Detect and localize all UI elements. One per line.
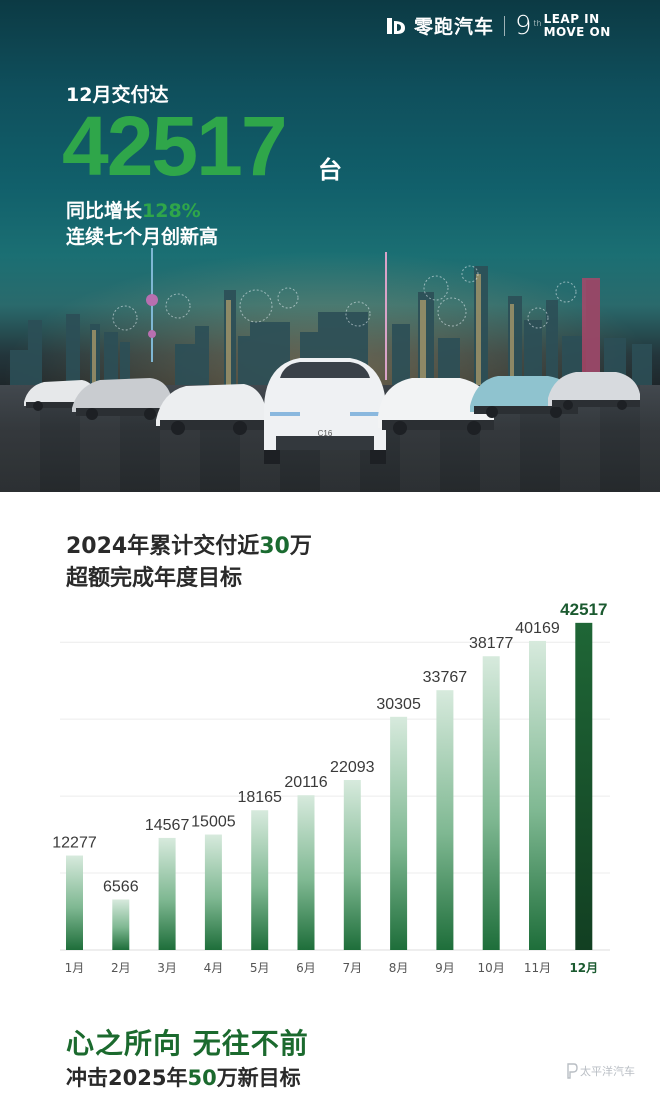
brand-name: 零跑汽车 bbox=[414, 16, 495, 38]
slogan: 心之所向 无往不前 bbox=[66, 1027, 309, 1060]
category-label-2月: 2月 bbox=[111, 961, 131, 975]
logo-divider bbox=[504, 15, 506, 36]
pcauto-logo-icon bbox=[567, 1063, 578, 1079]
value-label-5月: 18165 bbox=[237, 789, 282, 806]
value-label-3月: 14567 bbox=[145, 817, 190, 834]
category-label-7月: 7月 bbox=[342, 961, 362, 975]
delivery-number: 42517 bbox=[62, 99, 288, 193]
value-label-9月: 33767 bbox=[423, 669, 468, 686]
delivery-unit: 台 bbox=[318, 156, 342, 184]
bar-1月 bbox=[66, 855, 83, 950]
chart-gridlines bbox=[60, 641, 610, 951]
category-label-1月: 1月 bbox=[65, 961, 85, 975]
bar-3月 bbox=[158, 837, 176, 950]
chart-title-highlight: 30 bbox=[259, 534, 290, 559]
category-label-11月: 11月 bbox=[524, 961, 551, 975]
yoy-growth: 同比增长128% bbox=[66, 200, 201, 222]
chart-category-labels: 1月 2月 3月 4月 5月 6月 7月 8月 9月 10月 11月 12月 bbox=[65, 961, 598, 975]
bar-7月 bbox=[343, 780, 361, 950]
category-label-12月: 12月 bbox=[569, 961, 598, 975]
category-label-10月: 10月 bbox=[478, 961, 505, 975]
bar-6月 bbox=[297, 795, 315, 950]
category-label-9月: 9月 bbox=[435, 961, 455, 975]
category-label-4月: 4月 bbox=[204, 961, 224, 975]
yoy-percent: 128% bbox=[142, 200, 201, 222]
category-label-3月: 3月 bbox=[157, 961, 177, 975]
chart-bars bbox=[66, 622, 593, 950]
record-streak: 连续七个月创新高 bbox=[66, 226, 219, 248]
tagline-line-2: MOVE ON bbox=[543, 24, 611, 39]
value-label-11月: 40169 bbox=[515, 620, 560, 637]
bar-12月 bbox=[575, 622, 593, 950]
value-label-2月: 6566 bbox=[103, 878, 139, 895]
bar-9月 bbox=[436, 690, 454, 950]
value-label-4月: 15005 bbox=[191, 814, 236, 831]
bar-11月 bbox=[529, 640, 546, 950]
value-label-7月: 22093 bbox=[330, 759, 375, 776]
watermark: 太平洋汽车 bbox=[566, 1062, 635, 1080]
featured-car-badge: C16 bbox=[318, 429, 333, 438]
chart-subtitle: 超额完成年度目标 bbox=[66, 566, 243, 591]
value-label-10月: 38177 bbox=[469, 635, 514, 652]
bar-8月 bbox=[390, 716, 408, 950]
category-label-6月: 6月 bbox=[296, 961, 316, 975]
chart-title: 2024年累计交付近30万 bbox=[66, 534, 312, 559]
car-lineup-illustration: C16 bbox=[24, 358, 640, 464]
category-label-8月: 8月 bbox=[389, 961, 409, 975]
tagline-line-1: LEAP IN bbox=[543, 11, 600, 26]
value-label-12月: 42517 bbox=[560, 600, 607, 619]
bar-4月 bbox=[204, 834, 222, 950]
brand-tagline: LEAP IN MOVE ON bbox=[543, 11, 611, 39]
target-2025: 冲击2025年50万新目标 bbox=[66, 1066, 301, 1090]
category-label-5月: 5月 bbox=[250, 961, 270, 975]
bar-5月 bbox=[251, 810, 269, 950]
delivery-headline: 12月交付达 bbox=[66, 84, 169, 106]
leapmotor-logo-icon bbox=[387, 17, 405, 34]
bar-10月 bbox=[482, 656, 500, 950]
target-highlight: 50 bbox=[187, 1066, 217, 1090]
value-label-1月: 12277 bbox=[52, 835, 97, 852]
value-label-6月: 20116 bbox=[284, 774, 327, 791]
value-label-8月: 30305 bbox=[376, 696, 421, 713]
bar-2月 bbox=[112, 899, 130, 950]
